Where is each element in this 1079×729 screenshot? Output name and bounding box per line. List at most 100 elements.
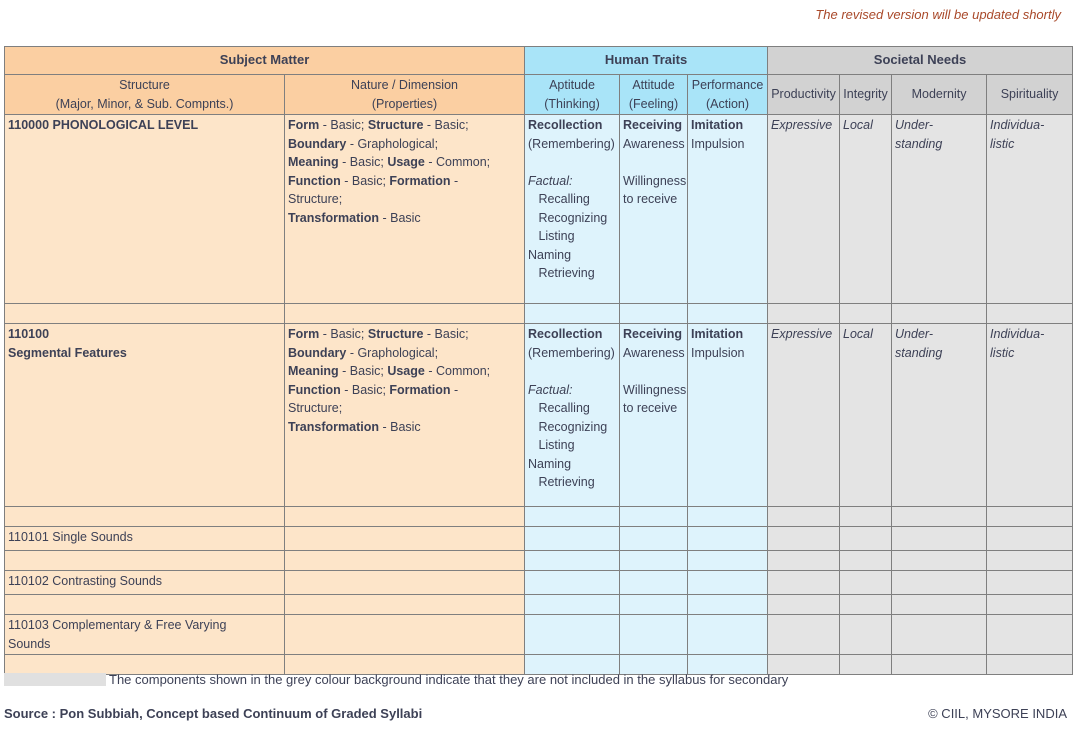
cell-line: Productivity — [771, 87, 836, 102]
empty-cell — [986, 506, 1074, 527]
cell-line: 110000 PHONOLOGICAL LEVEL — [8, 118, 199, 132]
empty-cell — [687, 614, 769, 655]
cell-line: Recollection — [528, 118, 603, 132]
empty-cell — [986, 526, 1074, 551]
cell-line: Awareness — [623, 136, 685, 151]
empty-cell — [283, 654, 526, 675]
cell-line: Transformation - Basic — [288, 210, 421, 225]
spacer-row — [4, 506, 1074, 527]
cell-110103-structure: 110103 Complementary & Free Varying Sound… — [4, 614, 285, 655]
cell-line: Aptitude — [549, 78, 595, 92]
cell-line: Under- — [895, 118, 934, 132]
empty-cell — [283, 594, 526, 615]
empty-cell — [619, 550, 689, 571]
empty-cell — [891, 550, 988, 571]
empty-cell — [986, 303, 1074, 324]
cell-line: Retrieving — [528, 475, 595, 489]
empty-cell — [283, 550, 526, 571]
empty-cell — [524, 614, 621, 655]
col-header-integrity: Integrity — [839, 74, 893, 115]
cell-110000-structure: 110000 PHONOLOGICAL LEVEL — [4, 114, 285, 304]
empty-cell — [619, 506, 689, 527]
empty-cell — [767, 614, 841, 655]
empty-cell — [524, 506, 621, 527]
cell-line: Impulsion — [691, 345, 745, 360]
cell-line: Boundary - Graphological; — [288, 345, 439, 360]
empty-cell — [839, 594, 893, 615]
empty-cell — [687, 570, 769, 595]
cell-line — [528, 362, 616, 381]
empty-cell — [4, 506, 285, 527]
cell-line: Transformation - Basic — [288, 419, 421, 434]
cell-line: listic — [990, 345, 1015, 360]
cell-line: Meaning - Basic; Usage - Common; — [288, 155, 491, 169]
empty-cell — [986, 654, 1074, 675]
row-110101: 110101 Single Sounds — [4, 526, 1074, 551]
cell-line: Receiving — [623, 327, 683, 341]
cell-line: Individua- — [990, 327, 1045, 341]
cell-line: Listing — [528, 229, 575, 243]
cell-line: Local — [843, 118, 873, 132]
cell-110102-structure: 110102 Contrasting Sounds — [4, 570, 285, 595]
cell-110100-nature: Form - Basic; Structure - Basic; Boundary… — [283, 323, 526, 507]
cell-line: Function - Basic; Formation - — [288, 173, 459, 188]
spacer-row — [4, 303, 1074, 324]
empty-cell — [767, 303, 841, 324]
cell-line: Meaning - Basic; Usage - Common; — [288, 364, 491, 378]
cell-line: (Remembering) — [528, 345, 615, 360]
empty-cell — [619, 526, 689, 551]
cell-line: Imitation — [691, 118, 744, 132]
empty-cell — [767, 594, 841, 615]
cell-line: Awareness — [623, 345, 685, 360]
cell-line: Function - Basic; Formation - — [288, 382, 459, 397]
legend-text: The components shown in the grey colour … — [109, 672, 789, 687]
cell-110000-productivity: Expressive — [767, 114, 841, 304]
empty-cell — [839, 654, 893, 675]
cell-line: Willingness — [623, 173, 687, 188]
group-header-subject-matter: Subject Matter — [3, 46, 526, 75]
cell-line: 110100 — [8, 327, 50, 341]
empty-cell — [767, 526, 841, 551]
empty-cell — [891, 570, 988, 595]
spacer-row — [4, 594, 1074, 615]
footer: Source : Pon Subbiah, Concept based Cont… — [4, 706, 1067, 721]
cell-110100-attitude: Receiving Awareness Willingness to receive — [619, 323, 689, 507]
legend-grey-swatch — [4, 673, 106, 686]
cell-line: Attitude — [632, 78, 675, 92]
empty-cell — [891, 594, 988, 615]
empty-cell — [283, 614, 526, 655]
empty-cell — [283, 506, 526, 527]
empty-cell — [687, 550, 769, 571]
cell-line: Structure; — [288, 401, 343, 415]
cell-110000-performance: Imitation Impulsion — [687, 114, 769, 304]
empty-cell — [687, 526, 769, 551]
cell-line: Receiving — [623, 118, 683, 132]
syllabus-table: Subject Matter Human Traits Societal Nee… — [3, 46, 1074, 675]
cell-line: Recalling — [528, 192, 590, 206]
cell-line: Local — [843, 327, 873, 341]
cell-line: Recognizing — [528, 210, 608, 225]
empty-cell — [839, 506, 893, 527]
group-header-human-traits: Human Traits — [524, 46, 769, 75]
cell-line — [528, 153, 616, 172]
cell-line: listic — [990, 136, 1015, 151]
cell-110100-performance: Imitation Impulsion — [687, 323, 769, 507]
cell-line: Segmental Features — [8, 345, 127, 360]
cell-line: Expressive — [771, 327, 833, 341]
empty-cell — [4, 594, 285, 615]
spacer-row — [4, 550, 1074, 571]
cell-line: Sounds — [8, 636, 51, 651]
cell-line: Factual: — [528, 382, 573, 397]
empty-cell — [687, 506, 769, 527]
empty-cell — [524, 594, 621, 615]
empty-cell — [687, 303, 769, 324]
row-110102: 110102 Contrasting Sounds — [4, 570, 1074, 595]
cell-line: (Feeling) — [628, 96, 679, 111]
empty-cell — [986, 594, 1074, 615]
cell-line: Retrieving — [528, 266, 595, 280]
col-header-aptitude: Aptitude (Thinking) — [524, 74, 621, 115]
cell-110100-modernity: Under-standing — [891, 323, 988, 507]
cell-line: Factual: — [528, 173, 573, 188]
cell-110100-productivity: Expressive — [767, 323, 841, 507]
cell-line: Structure; — [288, 192, 343, 206]
